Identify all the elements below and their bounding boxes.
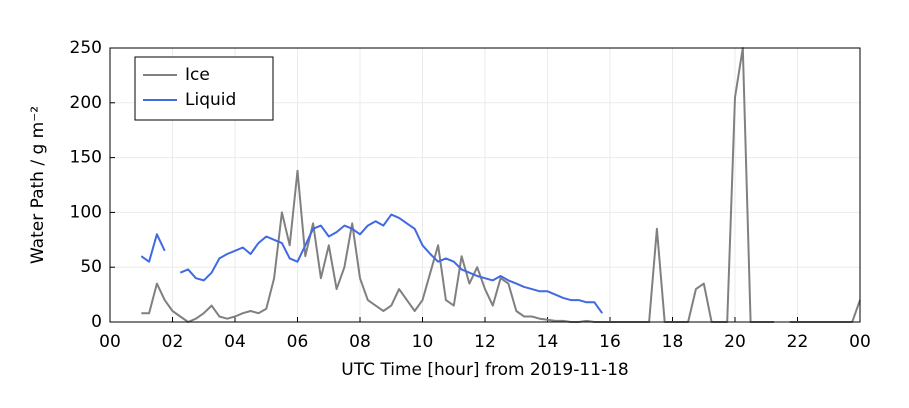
x-tick-label: 06 [287,332,309,352]
x-tick-label: 22 [787,332,809,352]
x-tick-label: 20 [724,332,746,352]
y-tick-label: 200 [70,93,102,113]
x-tick-label: 00 [99,332,121,352]
x-tick-label: 18 [662,332,684,352]
x-tick-label: 10 [412,332,434,352]
x-tick-label: 04 [224,332,246,352]
legend-label: Liquid [185,90,236,110]
x-axis-title: UTC Time [hour] from 2019-11-18 [341,360,628,380]
x-tick-label: 12 [474,332,496,352]
legend-box [134,56,274,121]
x-tick-label: 16 [599,332,621,352]
y-tick-label: 50 [80,257,102,277]
x-tick-label: 02 [162,332,184,352]
y-tick-label: 150 [70,148,102,168]
series-line [140,213,604,314]
legend-label: Ice [185,65,210,85]
y-tick-label: 0 [91,312,102,332]
plot-frame [109,47,861,323]
x-tick-label: 14 [537,332,559,352]
x-tick-label: 08 [349,332,371,352]
y-tick-label: 250 [70,38,102,58]
y-tick-label: 100 [70,202,102,222]
y-axis-title: Water Path / g m⁻² [28,106,48,264]
x-tick-label: 00 [849,332,871,352]
